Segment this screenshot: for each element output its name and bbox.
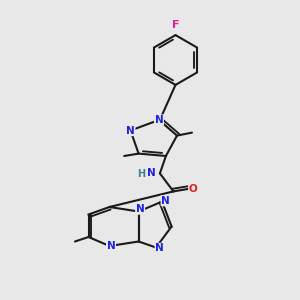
Text: N: N	[106, 241, 116, 251]
Text: F: F	[172, 20, 179, 30]
Text: N: N	[136, 204, 145, 214]
Text: N: N	[146, 168, 155, 178]
Text: N: N	[154, 115, 164, 125]
Text: N: N	[126, 125, 135, 136]
Text: O: O	[189, 184, 198, 194]
Text: N: N	[161, 196, 170, 206]
Text: H: H	[137, 169, 146, 179]
Text: N: N	[155, 243, 164, 254]
